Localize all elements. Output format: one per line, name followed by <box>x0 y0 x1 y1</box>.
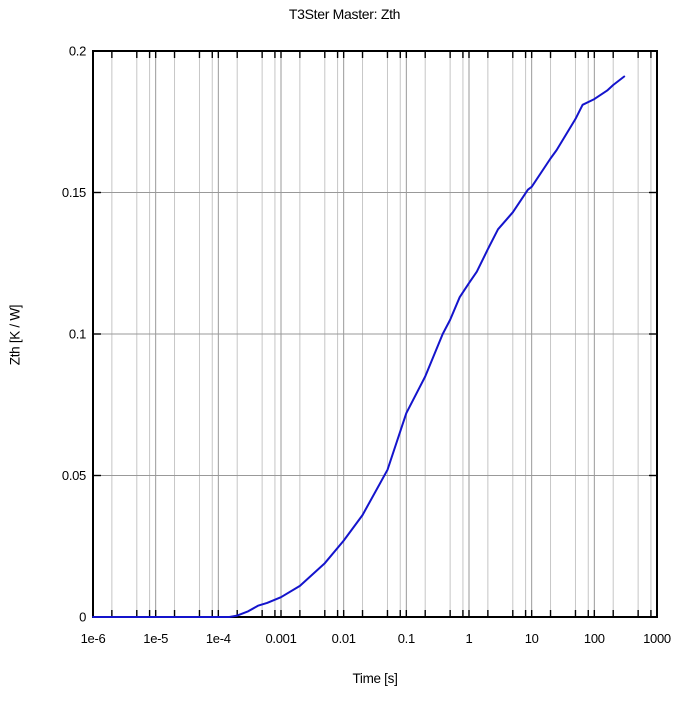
x-tick-label: 0.01 <box>332 631 356 646</box>
x-tick-label: 1e-5 <box>143 631 168 646</box>
y-tick-label: 0.2 <box>69 44 86 59</box>
y-tick-label: 0 <box>79 610 86 625</box>
chart-title: T3Ster Master: Zth <box>288 6 401 22</box>
x-tick-label: 0.001 <box>265 631 296 646</box>
x-tick-label: 1000 <box>643 631 671 646</box>
y-tick-label: 0.05 <box>62 468 86 483</box>
x-tick-label: 1 <box>466 631 473 646</box>
x-tick-label: 10 <box>525 631 539 646</box>
x-axis-label: Time [s] <box>352 671 398 686</box>
y-tick-label: 0.15 <box>62 185 86 200</box>
axis-border <box>92 50 658 618</box>
x-tick-label: 0.1 <box>398 631 415 646</box>
x-tick-label: 1e-4 <box>206 631 231 646</box>
y-tick-label: 0.1 <box>69 327 86 342</box>
x-tick-label: 100 <box>584 631 605 646</box>
x-tick-label: 1e-6 <box>81 631 106 646</box>
zth-curve <box>92 75 626 618</box>
